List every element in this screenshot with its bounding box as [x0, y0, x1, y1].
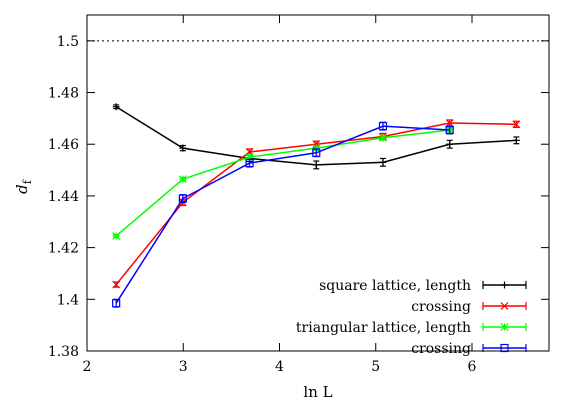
- data-point: [312, 144, 321, 153]
- data-point: [445, 125, 454, 135]
- data-point: [512, 120, 521, 129]
- legend: square lattice, length crossing triangular…: [296, 278, 527, 357]
- legend-marker: [500, 323, 509, 331]
- data-point: [379, 158, 387, 166]
- legend-label: crossing: [411, 299, 471, 315]
- data-point: [446, 140, 454, 148]
- series-2: [112, 126, 454, 240]
- legend-marker: [501, 281, 508, 289]
- legend-entry-0: square lattice, length: [319, 278, 527, 294]
- data-point: [312, 161, 320, 169]
- y-tick-label: 1.4: [57, 292, 79, 308]
- data-point: [179, 144, 187, 152]
- series-line: [115, 125, 450, 304]
- legend-entry-3: crossing: [411, 341, 527, 357]
- data-point: [378, 122, 388, 131]
- legend-marker: [500, 343, 509, 353]
- data-point: [312, 148, 321, 157]
- legend-entry-2: triangular lattice, length: [296, 320, 527, 336]
- data-point: [379, 133, 387, 142]
- legend-label: triangular lattice, length: [296, 320, 471, 336]
- y-tick-label: 1.38: [48, 344, 79, 360]
- data-point: [178, 175, 187, 184]
- x-tick-label: 3: [179, 359, 188, 375]
- y-tick-label: 1.5: [57, 34, 79, 50]
- y-axis-label: df: [13, 179, 34, 194]
- x-tick-label: 4: [275, 359, 284, 375]
- data-point: [112, 232, 121, 240]
- series-line: [115, 129, 450, 237]
- x-axis-label: ln L: [303, 383, 332, 401]
- y-tick-label: 1.44: [48, 189, 79, 205]
- data-point: [112, 103, 120, 111]
- y-tick-label: 1.42: [48, 241, 79, 257]
- x-tick-label: 2: [83, 359, 92, 375]
- legend-entry-1: crossing: [411, 299, 527, 315]
- data-point: [245, 158, 254, 168]
- y-tick-label: 1.46: [48, 137, 79, 153]
- plot-frame: [86, 14, 550, 352]
- legend-label: square lattice, length: [319, 278, 471, 294]
- ticks-layer: 2 3 4 5 6 1.38 1.4 1.42 1.44 1.46 1.48 1.5: [48, 15, 549, 375]
- x-tick-label: 6: [468, 359, 477, 375]
- axes-layer: [86, 14, 550, 352]
- x-tick-label: 5: [371, 359, 380, 375]
- series-layer: [112, 103, 521, 308]
- series-0: [112, 103, 520, 170]
- data-point: [445, 119, 454, 127]
- legend-label: crossing: [411, 341, 471, 357]
- y-tick-label: 1.48: [48, 86, 79, 102]
- data-point: [112, 299, 121, 308]
- data-point: [112, 280, 121, 289]
- legend-marker: [500, 302, 509, 310]
- data-point: [512, 136, 520, 144]
- data-point: [178, 194, 187, 203]
- series-3: [112, 121, 454, 308]
